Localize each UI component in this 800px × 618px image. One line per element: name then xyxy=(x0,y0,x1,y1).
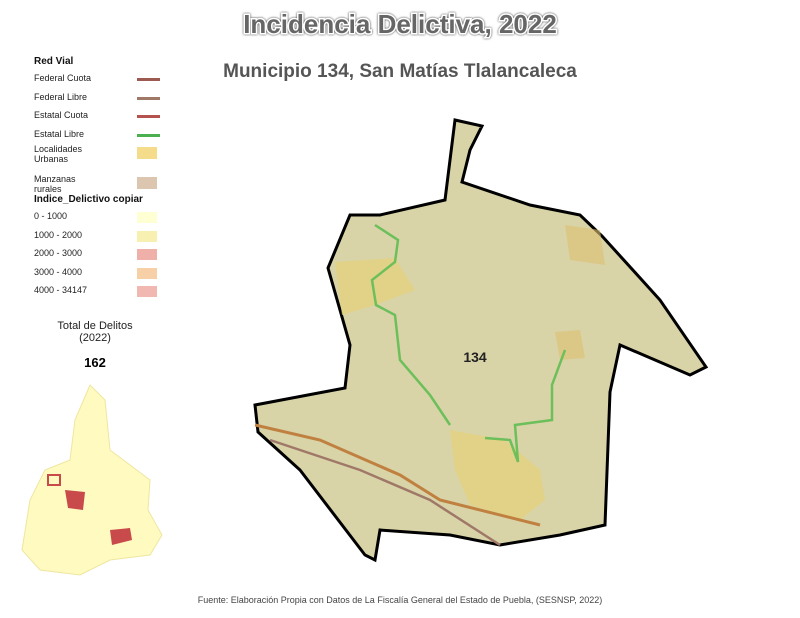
title: Incidencia Delictiva, 2022 xyxy=(243,9,557,39)
state-road xyxy=(484,349,567,463)
legend-swatch xyxy=(137,177,157,189)
legend-swatch xyxy=(137,133,160,137)
urban-area xyxy=(450,430,545,520)
legend-swatch xyxy=(137,249,157,260)
total-label: Total de Delitos (2022) xyxy=(57,320,133,344)
urban-area xyxy=(335,258,415,315)
legend-swatch xyxy=(137,96,160,100)
legend-label: Federal Libre xyxy=(34,91,88,102)
state-map xyxy=(21,384,163,576)
legend-label: 2000 - 3000 xyxy=(34,248,83,258)
legend-title: Indice_Delictivo copiar xyxy=(34,194,143,205)
legend-swatch xyxy=(137,286,157,297)
subtitle: Municipio 134, San Matías Tlalancaleca xyxy=(223,61,577,82)
legend-label: 1000 - 2000 xyxy=(34,229,83,240)
legend-label: 4000 - 34147 xyxy=(34,285,88,295)
total-value: 162 xyxy=(84,355,106,370)
federal-road xyxy=(254,423,541,527)
legend-label: 0 - 1000 xyxy=(34,211,68,221)
legend-swatch xyxy=(137,267,157,279)
state-road xyxy=(370,223,452,426)
source: Fuente: Elaboración Propia con Datos de … xyxy=(198,595,603,605)
state-hotspot xyxy=(110,528,132,545)
legend-swatch xyxy=(137,212,157,223)
legend-label: 3000 - 4000 xyxy=(34,266,83,277)
legend-label: Federal Cuota xyxy=(34,73,92,83)
legend-swatch xyxy=(137,115,160,118)
state-hotspot xyxy=(65,490,85,510)
federal-road xyxy=(269,438,501,547)
legend-label: Localidades Urbanas xyxy=(34,144,83,164)
legend-swatch xyxy=(137,230,157,242)
urban-area xyxy=(555,330,585,360)
legend-swatch xyxy=(137,147,157,159)
map-label: 134 xyxy=(463,349,487,365)
legend-label: Estatal Cuota xyxy=(34,110,89,120)
legend-label: Estatal Libre xyxy=(34,128,85,139)
urban-area xyxy=(565,225,605,265)
legend-swatch xyxy=(137,78,160,81)
state-highlight xyxy=(47,474,61,486)
legend-label: Manzanas rurales xyxy=(34,174,76,194)
legend-title: Red Vial xyxy=(34,56,74,67)
